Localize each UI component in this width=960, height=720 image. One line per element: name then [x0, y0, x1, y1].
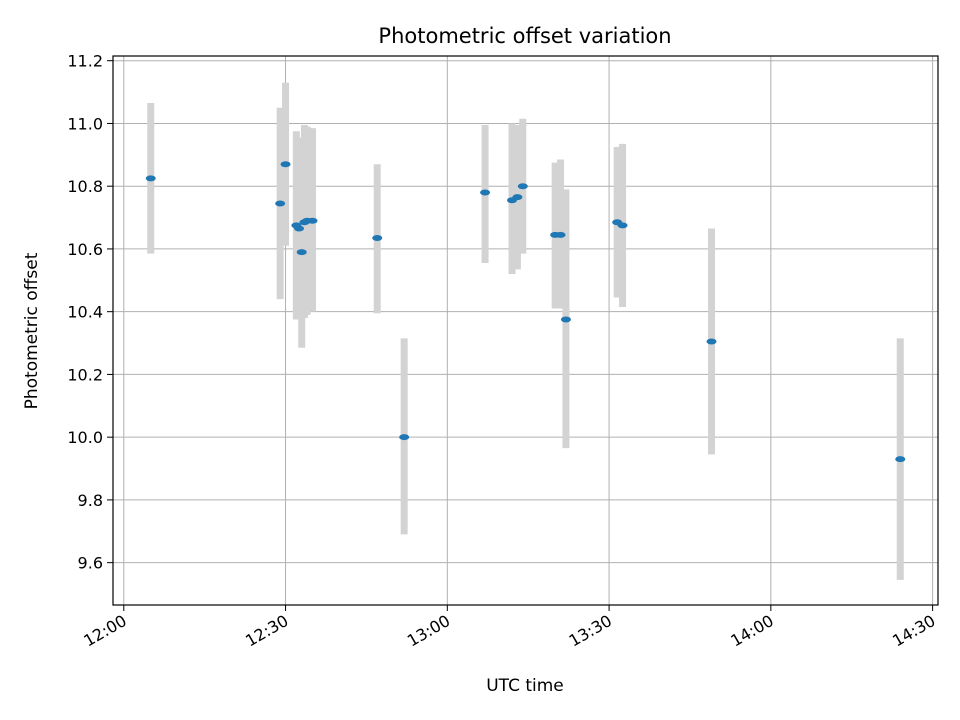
y-axis-title: Photometric offset — [22, 252, 42, 409]
data-point — [555, 231, 566, 238]
x-axis-title: UTC time — [486, 676, 564, 696]
y-tick-label: 9.6 — [78, 554, 103, 573]
data-point — [307, 217, 318, 224]
y-tick-label: 10.6 — [67, 240, 103, 259]
plot-frame — [112, 55, 939, 606]
data-point — [617, 222, 628, 229]
data-point — [895, 456, 906, 463]
y-tick-label: 9.8 — [78, 491, 103, 510]
y-axis-ticks: 9.6 9.8 10.0 10.2 10.4 10.6 10.8 11.0 11.2 — [67, 52, 113, 573]
data-point — [280, 161, 291, 168]
data-point — [399, 434, 410, 441]
y-tick-label: 10.8 — [67, 177, 103, 196]
data-point — [560, 316, 571, 323]
data-point — [372, 234, 383, 241]
data-point — [275, 200, 286, 207]
data-point — [294, 225, 305, 232]
data-point — [517, 183, 528, 190]
y-tick-label: 10.0 — [67, 428, 103, 447]
y-tick-label: 10.4 — [67, 303, 103, 322]
chart-title: Photometric offset variation — [378, 24, 671, 48]
y-tick-label: 11.0 — [67, 114, 103, 133]
data-point — [512, 194, 523, 201]
data-points — [145, 161, 906, 463]
data-point — [145, 175, 156, 182]
data-point — [296, 249, 307, 256]
y-tick-label: 10.2 — [67, 365, 103, 384]
data-point — [480, 189, 491, 196]
data-point — [706, 338, 717, 345]
y-tick-label: 11.2 — [67, 52, 103, 71]
